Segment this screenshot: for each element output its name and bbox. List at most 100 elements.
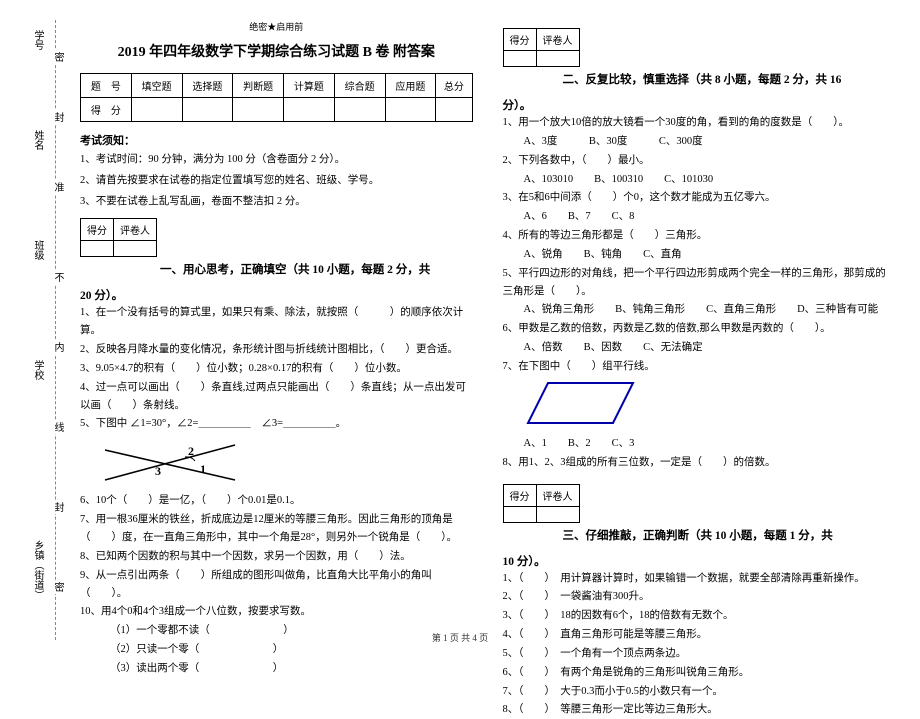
question: 2、反映各月降水量的变化情况，条形统计图与折线统计图相比，（ ）更合适。 [80,341,473,359]
page: 学号 姓名 班级 学校 乡镇（街道） 密 封 准 不 内 线 封 密 绝密★启用… [0,0,920,650]
left-column: 绝密★启用前 2019 年四年级数学下学期综合练习试题 B 卷 附答案 题 号 … [80,20,473,640]
svg-text:1: 1 [200,462,206,476]
side-label-school: 学校 [30,360,45,380]
section-3-title: 三、仔细推敲，正确判断（共 10 小题，每题 1 分，共 [563,530,833,542]
question: 5、（ ） 一个角有一个顶点两条边。 [503,645,896,663]
scorebox-label: 得分 [503,484,536,506]
cell [114,241,157,257]
cell [503,51,536,67]
scorebox-label: 评卷人 [536,484,579,506]
th: 综合题 [334,74,385,98]
scorebox-label: 得分 [81,219,114,241]
seal-mark: 封 [50,110,65,124]
svg-text:2: 2 [188,444,194,458]
section-3-questions: 1、（ ） 用计算器计算时，如果输错一个数据，就要全部清除再重新操作。 2、（ … [503,570,896,719]
question: 3、（ ） 18的因数有6个，18的倍数有无数个。 [503,607,896,625]
options: A、1 B、2 C、3 [503,435,896,453]
question: 8、（ ） 等腰三角形一定比等边三角形大。 [503,701,896,719]
th: 填空题 [131,74,182,98]
parallelogram-figure [523,378,643,433]
th: 计算题 [284,74,335,98]
cell [284,98,335,122]
table-row: 题 号 填空题 选择题 判断题 计算题 综合题 应用题 总分 [81,74,473,98]
question: 8、已知两个因数的积与其中一个因数，求另一个因数，用（ ）法。 [80,548,473,566]
question: 4、所有的等边三角形都是（ ）三角形。 [503,227,896,245]
question: 6、（ ） 有两个角是锐角的三角形叫锐角三角形。 [503,664,896,682]
section-2-questions: 1、用一个放大10倍的放大镜看一个30度的角，看到的角的度数是（ ）。 A、3度… [503,114,896,472]
score-box: 得分评卷人 [80,218,157,257]
question: 8、用1、2、3组成的所有三位数，一定是（ ）的倍数。 [503,454,896,472]
right-column: 得分评卷人 二、反复比较，慎重选择（共 8 小题，每题 2 分，共 16 分）。… [503,20,896,640]
scorebox-label: 得分 [503,29,536,51]
cell [182,98,233,122]
section-1-header: 得分评卷人 一、用心思考，正确填空（共 10 小题，每题 2 分，共 [80,218,473,277]
score-summary-table: 题 号 填空题 选择题 判断题 计算题 综合题 应用题 总分 得 分 [80,73,473,122]
options: A、锐角 B、钝角 C、直角 [503,246,896,264]
options: A、103010 B、100310 C、101030 [503,171,896,189]
notice-item: 2、请首先按要求在试卷的指定位置填写您的姓名、班级、学号。 [80,173,473,190]
question: 9、从一点引出两条（ ）所组成的图形叫做角，比直角大比平角小的角叫（ ）。 [80,567,473,603]
question: 2、（ ） 一袋酱油有300升。 [503,588,896,606]
question: 7、用一根36厘米的铁丝，折成底边是12厘米的等腰三角形。因此三角形的顶角是（ … [80,511,473,547]
notice-item: 3、不要在试卷上乱写乱画，卷面不整洁扣 2 分。 [80,194,473,211]
exam-title: 2019 年四年级数学下学期综合练习试题 B 卷 附答案 [80,41,473,61]
options: A、6 B、7 C、8 [503,208,896,226]
th: 应用题 [385,74,436,98]
seal-mark: 内 [50,340,65,354]
question: 10、用4个0和4个3组成一个八位数，按要求写数。 [80,603,473,621]
th: 题 号 [81,74,132,98]
row-label: 得 分 [81,98,132,122]
secret-label: 绝密★启用前 [80,20,473,33]
options: A、锐角三角形 B、钝角三角形 C、直角三角形 D、三种皆有可能 [503,301,896,319]
sub-question: （3）读出两个零（ ） [80,660,473,678]
seal-mark: 不 [50,270,65,284]
cell [233,98,284,122]
notice-heading: 考试须知： [80,132,473,148]
seal-mark: 密 [50,50,65,64]
question: 3、在5和6中间添（ ）个0，这个数才能成为五亿零六。 [503,189,896,207]
section-2-title: 二、反复比较，慎重选择（共 8 小题，每题 2 分，共 16 [563,74,842,86]
th: 判断题 [233,74,284,98]
th: 总分 [436,74,472,98]
question: 6、甲数是乙数的倍数，丙数是乙数的倍数,那么甲数是丙数的（ ）。 [503,320,896,338]
seal-mark: 线 [50,420,65,434]
scorebox-label: 评卷人 [536,29,579,51]
cell [385,98,436,122]
section-2-header: 得分评卷人 二、反复比较，慎重选择（共 8 小题，每题 2 分，共 16 [503,28,896,87]
angle-figure: 3 2 1 [100,435,240,490]
question: 1、在一个没有括号的算式里，如果只有乘、除法，就按照（ ）的顺序依次计算。 [80,304,473,340]
cell [334,98,385,122]
seal-mark: 准 [50,180,65,194]
options: A、3度 B、30度 C、300度 [503,133,896,151]
page-footer: 第 1 页 共 4 页 [0,631,920,644]
cell [536,506,579,522]
notice-block: 1、考试时间：90 分钟，满分为 100 分（含卷面分 2 分）。 2、请首先按… [80,152,473,210]
question: 7、（ ） 大于0.3而小于0.5的小数只有一个。 [503,683,896,701]
cell [503,506,536,522]
side-label-name: 姓名 [30,130,45,150]
question: 2、下列各数中，（ ）最小。 [503,152,896,170]
question: 6、10个（ ）是一亿，（ ）个0.01是0.1。 [80,492,473,510]
content-columns: 绝密★启用前 2019 年四年级数学下学期综合练习试题 B 卷 附答案 题 号 … [80,20,895,640]
notice-item: 1、考试时间：90 分钟，满分为 100 分（含卷面分 2 分）。 [80,152,473,169]
question: 1、用一个放大10倍的放大镜看一个30度的角，看到的角的度数是（ ）。 [503,114,896,132]
score-box: 得分评卷人 [503,28,580,67]
options: A、倍数 B、因数 C、无法确定 [503,339,896,357]
cell [436,98,472,122]
section-2-title-cont: 分）。 [503,97,896,113]
section-1-questions: 1、在一个没有括号的算式里，如果只有乘、除法，就按照（ ）的顺序依次计算。 2、… [80,304,473,677]
section-3-title-cont: 10 分）。 [503,553,896,569]
question: 3、9.05×4.7的积有（ ）位小数；0.28×0.17的积有（ ）位小数。 [80,360,473,378]
question: 5、平行四边形的对角线，把一个平行四边形剪成两个完全一样的三角形，那剪成的三角形… [503,265,896,301]
side-label-id: 学号 [30,30,45,50]
th: 选择题 [182,74,233,98]
side-label-town: 乡镇（街道） [30,540,45,600]
seal-mark: 密 [50,580,65,594]
side-label-class: 班级 [30,240,45,260]
section-1-title-cont: 20 分）。 [80,287,473,303]
question: 4、过一点可以画出（ ）条直线,过两点只能画出（ ）条直线；从一点出发可以画（ … [80,379,473,415]
cell [536,51,579,67]
svg-text:3: 3 [155,464,161,478]
seal-mark: 封 [50,500,65,514]
binding-strip: 学号 姓名 班级 学校 乡镇（街道） 密 封 准 不 内 线 封 密 [25,20,80,640]
